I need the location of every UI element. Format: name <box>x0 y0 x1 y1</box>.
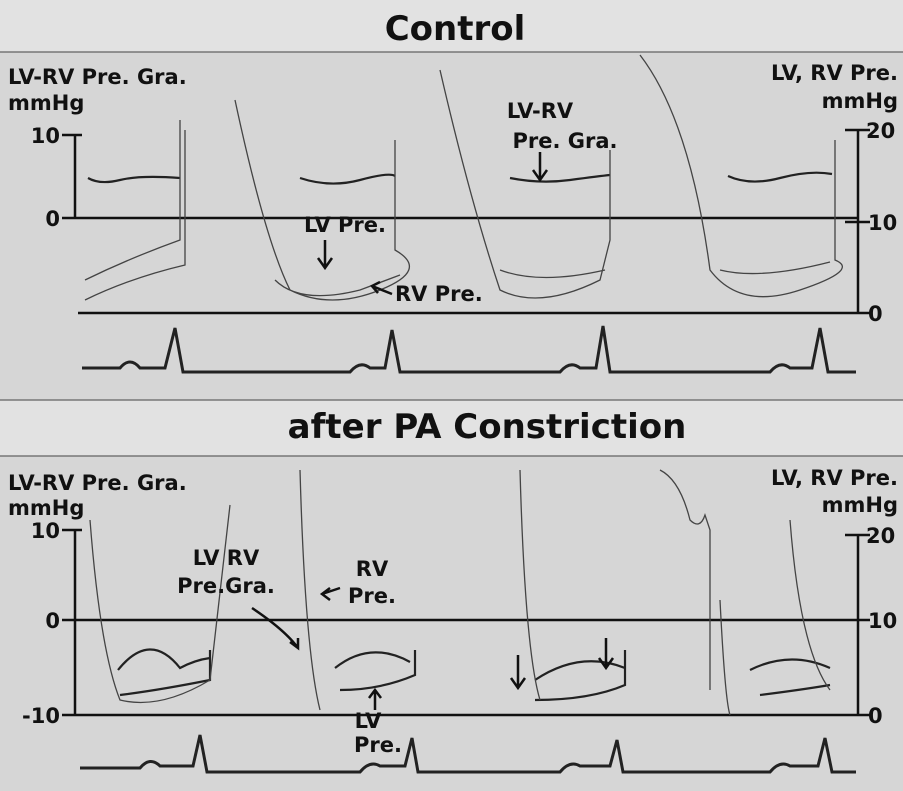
arrow <box>319 586 341 601</box>
right-tick: 10 <box>868 609 897 633</box>
annotation: LV-RV <box>507 99 574 123</box>
arrow <box>316 240 334 271</box>
ecg-trace <box>82 325 856 374</box>
left-unit: mmHg <box>8 496 84 520</box>
annotation: Pre. <box>354 733 402 757</box>
pressure-trace <box>84 54 843 301</box>
right-unit: mmHg <box>822 493 898 517</box>
left-tick: 10 <box>31 124 60 148</box>
axes <box>62 128 870 315</box>
left-tick: -10 <box>22 704 60 728</box>
arrow <box>370 280 393 296</box>
annotation: LV Pre. <box>304 213 386 237</box>
annotation: LV <box>355 709 382 733</box>
right-tick: 0 <box>868 704 883 728</box>
title-band <box>0 0 903 52</box>
annotation: Pre. <box>348 584 396 608</box>
left-tick: 10 <box>31 519 60 543</box>
pressure-trace <box>89 469 831 716</box>
left-tick: 0 <box>45 609 60 633</box>
annotation: Pre.Gra. <box>177 574 275 598</box>
panel-title: Control <box>385 9 526 49</box>
axes <box>62 528 870 717</box>
annotation: RV <box>356 557 389 581</box>
left-tick: 0 <box>45 207 60 231</box>
gradient-trace <box>87 171 833 185</box>
right-unit: mmHg <box>822 89 898 113</box>
arrow <box>251 606 300 651</box>
arrow <box>531 152 549 183</box>
ecg-trace <box>80 734 856 774</box>
left-label: LV-RV Pre. Gra. <box>8 471 187 495</box>
left-label: LV-RV Pre. Gra. <box>8 65 187 89</box>
annotation: LV RV <box>193 546 260 570</box>
left-unit: mmHg <box>8 91 84 115</box>
annotation: RV Pre. <box>395 282 483 306</box>
right-tick: 20 <box>866 119 895 143</box>
annotation: Pre. Gra. <box>512 129 617 153</box>
right-tick: 0 <box>868 302 883 326</box>
right-tick: 10 <box>868 211 897 235</box>
arrow <box>368 687 382 710</box>
right-tick: 20 <box>866 524 895 548</box>
panel-title: after PA Constriction <box>288 407 687 447</box>
right-label: LV, RV Pre. <box>771 61 898 85</box>
title-band <box>0 400 903 456</box>
right-label: LV, RV Pre. <box>771 466 898 490</box>
arrow <box>509 638 615 691</box>
loop-trace <box>117 648 831 702</box>
